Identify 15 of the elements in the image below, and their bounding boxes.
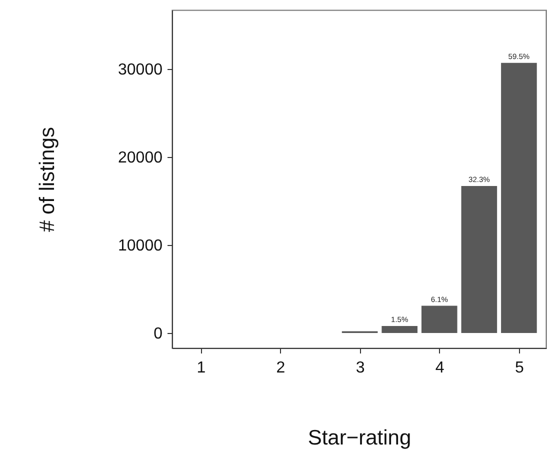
y-tick-label: 20000 [118,149,163,166]
x-tick-label: 5 [514,360,524,376]
y-tick-label: 0 [154,326,163,343]
x-tick-label: 3 [356,360,365,376]
x-tick-label: 2 [276,360,286,376]
y-tick-label: 10000 [118,238,163,255]
bar [501,62,537,334]
bar [461,186,498,334]
bar [382,326,418,334]
bar [421,306,458,334]
x-axis-title: Star−rating [308,426,412,450]
x-tick-label: 4 [435,360,444,376]
x-tick-label: 1 [196,360,206,376]
y-tick-label: 30000 [118,61,163,78]
y-axis-title: # of listings [36,126,60,232]
